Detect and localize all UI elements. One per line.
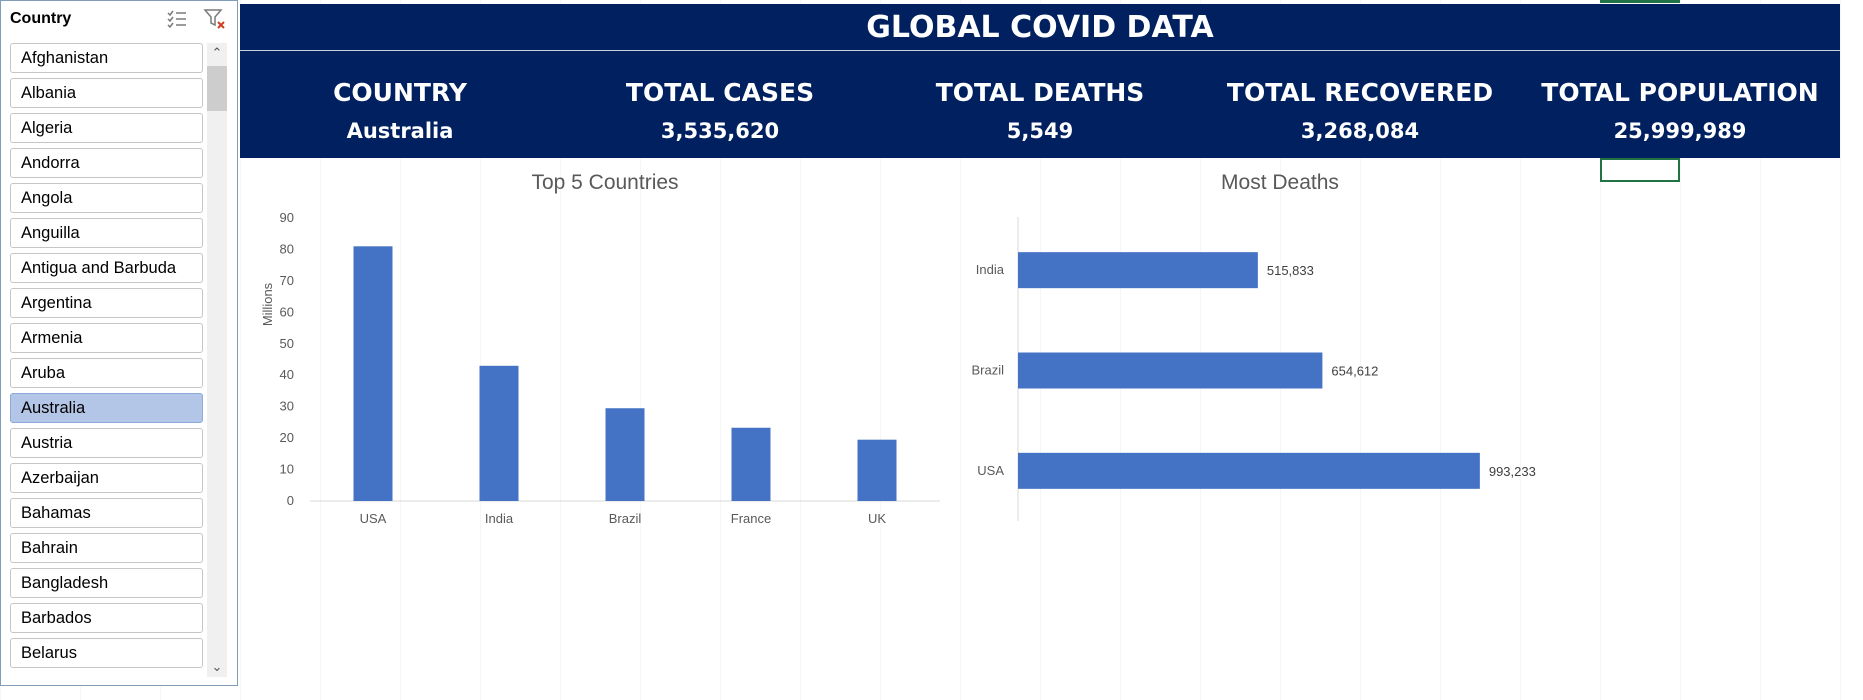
y-tick-label: 50 bbox=[280, 336, 294, 351]
banner-divider bbox=[240, 50, 1840, 51]
slicer-item[interactable]: Belarus bbox=[10, 638, 203, 668]
slicer-scrollbar[interactable]: ⌃ ⌄ bbox=[207, 43, 227, 677]
slicer-item[interactable]: Afghanistan bbox=[10, 43, 203, 73]
chart-title: Top 5 Countries bbox=[531, 171, 679, 194]
x-tick-label: France bbox=[731, 511, 771, 526]
bar bbox=[479, 365, 519, 501]
bar bbox=[1018, 452, 1480, 489]
x-tick-label: India bbox=[485, 511, 514, 526]
top5-countries-chart[interactable]: Top 5 Countries 0 10 20 30 40 50 60 70 80 90 Milli… bbox=[255, 165, 955, 545]
slicer-list: Afghanistan Albania Algeria Andorra Angola An… bbox=[10, 43, 203, 673]
kpi-label: TOTAL POPULATION bbox=[1541, 78, 1819, 107]
bar bbox=[857, 439, 897, 501]
y-tick-label: 90 bbox=[280, 210, 294, 225]
slicer-item[interactable]: Australia bbox=[10, 393, 203, 423]
y-tick-label: 80 bbox=[280, 241, 294, 256]
slicer-item[interactable]: Bahamas bbox=[10, 498, 203, 528]
y-tick-label: 0 bbox=[287, 493, 294, 508]
slicer-header: Country bbox=[1, 1, 237, 39]
y-tick-label: 40 bbox=[280, 367, 294, 382]
kpi-total-recovered: TOTAL RECOVERED 3,268,084 bbox=[1200, 78, 1520, 143]
y-tick-label: Brazil bbox=[971, 363, 1004, 378]
clear-filter-icon[interactable] bbox=[203, 7, 227, 31]
scroll-down-icon[interactable]: ⌄ bbox=[211, 659, 223, 674]
most-deaths-chart[interactable]: Most Deaths India 515,833 Brazil 654,612 USA… bbox=[960, 165, 1600, 545]
y-tick-label: 30 bbox=[280, 399, 294, 414]
kpi-label: COUNTRY bbox=[333, 78, 467, 107]
y-tick-label: 20 bbox=[280, 430, 294, 445]
slicer-item[interactable]: Bangladesh bbox=[10, 568, 203, 598]
y-axis-label: Millions bbox=[260, 282, 275, 326]
data-label: 515,833 bbox=[1267, 263, 1314, 278]
kpi-total-population: TOTAL POPULATION 25,999,989 bbox=[1520, 78, 1840, 143]
slicer-item[interactable]: Aruba bbox=[10, 358, 203, 388]
kpi-country: COUNTRY Australia bbox=[240, 78, 560, 143]
slicer-item[interactable]: Argentina bbox=[10, 288, 203, 318]
header-banner: GLOBAL COVID DATA COUNTRY Australia TOTA… bbox=[240, 4, 1840, 158]
slicer-title: Country bbox=[10, 10, 72, 27]
x-tick-label: Brazil bbox=[609, 511, 642, 526]
y-tick-label: 60 bbox=[280, 304, 294, 319]
slicer-item[interactable]: Algeria bbox=[10, 113, 203, 143]
y-tick-label: 10 bbox=[280, 462, 294, 477]
slicer-item[interactable]: Austria bbox=[10, 428, 203, 458]
kpi-total-deaths: TOTAL DEATHS 5,549 bbox=[880, 78, 1200, 143]
data-label: 993,233 bbox=[1489, 464, 1536, 479]
slicer-item[interactable]: Bahrain bbox=[10, 533, 203, 563]
scroll-up-icon[interactable]: ⌃ bbox=[211, 45, 223, 60]
y-tick-label: USA bbox=[977, 463, 1004, 478]
bar bbox=[731, 427, 771, 501]
top5-chart-svg: 0 10 20 30 40 50 60 70 80 90 Millions USA India Brazi… bbox=[260, 210, 940, 526]
x-tick-label: UK bbox=[868, 511, 886, 526]
multi-select-icon[interactable] bbox=[165, 7, 189, 31]
kpi-label: TOTAL CASES bbox=[625, 78, 815, 107]
bar bbox=[353, 246, 393, 501]
country-slicer[interactable]: Country Afghanistan Albania Algeria Andorra… bbox=[0, 0, 238, 686]
kpi-value: 5,549 bbox=[1006, 119, 1074, 143]
kpi-total-cases: TOTAL CASES 3,535,620 bbox=[560, 78, 880, 143]
slicer-item[interactable]: Albania bbox=[10, 78, 203, 108]
x-tick-label: USA bbox=[360, 511, 387, 526]
scroll-thumb[interactable] bbox=[207, 66, 227, 111]
active-column-marker bbox=[1600, 0, 1680, 3]
slicer-item[interactable]: Antigua and Barbuda bbox=[10, 253, 203, 283]
dashboard-title: GLOBAL COVID DATA bbox=[866, 10, 1214, 45]
bar bbox=[1018, 252, 1258, 289]
slicer-item[interactable]: Andorra bbox=[10, 148, 203, 178]
deaths-chart-svg: India 515,833 Brazil 654,612 USA 993,233 bbox=[971, 217, 1536, 521]
kpi-label: TOTAL RECOVERED bbox=[1226, 78, 1494, 107]
kpi-label: TOTAL DEATHS bbox=[935, 78, 1145, 107]
kpi-value: 3,268,084 bbox=[1300, 119, 1420, 143]
kpi-value: 3,535,620 bbox=[660, 119, 780, 143]
kpi-value: 25,999,989 bbox=[1613, 119, 1747, 143]
slicer-item[interactable]: Barbados bbox=[10, 603, 203, 633]
slicer-item[interactable]: Anguilla bbox=[10, 218, 203, 248]
active-cell[interactable] bbox=[1600, 158, 1680, 182]
bar bbox=[605, 408, 645, 501]
chart-title: Most Deaths bbox=[1221, 171, 1339, 194]
kpi-value: Australia bbox=[346, 119, 454, 143]
slicer-item[interactable]: Azerbaijan bbox=[10, 463, 203, 493]
y-tick-label: 70 bbox=[280, 273, 294, 288]
slicer-item[interactable]: Angola bbox=[10, 183, 203, 213]
bar bbox=[1018, 352, 1323, 389]
data-label: 654,612 bbox=[1331, 364, 1378, 379]
slicer-item[interactable]: Armenia bbox=[10, 323, 203, 353]
y-tick-label: India bbox=[976, 262, 1005, 277]
